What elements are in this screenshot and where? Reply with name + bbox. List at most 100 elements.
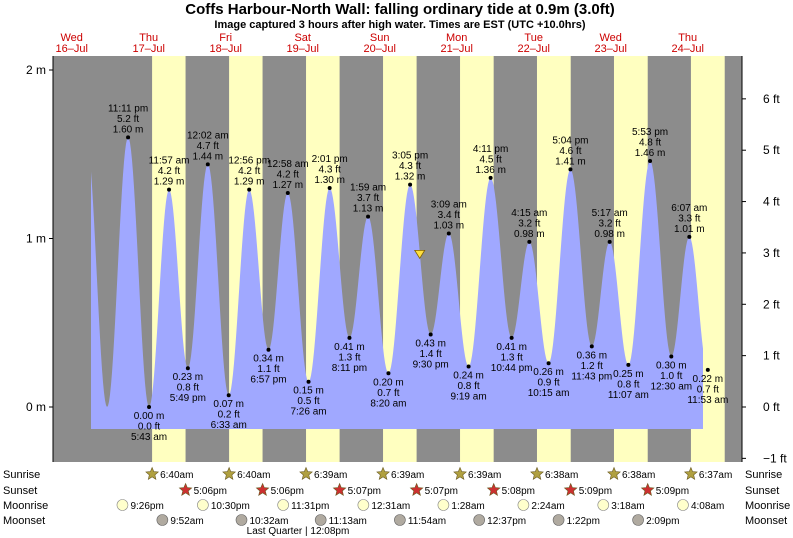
moonrise-time: 9:26pm (130, 501, 163, 512)
high-tide-label: 1.03 m (434, 220, 465, 231)
high-tide-label: 0.98 m (594, 229, 625, 240)
date-label: 22–Jul (517, 43, 549, 55)
current-level-marker (413, 249, 426, 260)
high-tide-label: 4.8 ft (639, 137, 661, 148)
right-tick-label: 4 ft (763, 195, 780, 209)
high-tide-label: 4.5 ft (479, 154, 501, 165)
moonrise-icon (437, 499, 450, 511)
sunset-icon (409, 482, 424, 496)
moonrise-time: 3:18am (611, 501, 644, 512)
high-tide-label: 1:59 am (350, 183, 386, 194)
moonrise-time: 10:30pm (211, 501, 250, 512)
low-tide-label: 6:33 am (211, 420, 247, 431)
tide-point (546, 361, 551, 366)
sunrise-time: 6:37am (699, 470, 732, 481)
moonset-row-label-right: Moonset (745, 515, 787, 527)
day-of-week-label: Tue (524, 32, 543, 44)
sunrise-row-label-right: Sunrise (745, 469, 782, 481)
tide-point (266, 347, 271, 352)
high-tide-label: 12:58 am (267, 159, 309, 170)
sunrise-icon (145, 466, 160, 480)
moonset-time: 10:32am (249, 516, 288, 527)
moonrise-time: 11:31pm (291, 501, 329, 512)
moonrise-time: 12:31am (371, 501, 410, 512)
day-of-week-label: Fri (219, 32, 232, 44)
date-label: 23–Jul (594, 43, 626, 55)
high-tide-label: 3.4 ft (438, 210, 460, 221)
low-tide-label: 0.8 ft (457, 381, 479, 392)
sunset-row-label-left: Sunset (3, 485, 37, 497)
high-tide-label: 3:05 pm (392, 151, 428, 162)
high-tide-label: 4.6 ft (559, 146, 581, 157)
right-tick-label: 0 ft (763, 400, 780, 414)
right-tick-label: 5 ft (763, 143, 780, 157)
sunset-icon (255, 482, 270, 496)
high-tide-label: 1.27 m (273, 180, 304, 191)
sunrise-icon (299, 466, 313, 480)
moonset-row-label-left: Moonset (3, 515, 45, 527)
high-tide-label: 4.3 ft (319, 164, 341, 175)
low-tide-label: 8:11 pm (332, 363, 367, 374)
moonset-icon (314, 514, 327, 526)
date-label: 19–Jul (286, 43, 318, 55)
day-headers: Wed16–JulThu17–JulFri18–JulSat19–JulSun2… (55, 32, 703, 55)
low-tide-label: 1.3 ft (338, 352, 360, 363)
low-tide-label: 0.15 m (293, 386, 324, 397)
high-tide-label: 4.7 ft (197, 141, 219, 152)
high-tide-label: 12:02 am (187, 130, 229, 141)
current-tide-marker (413, 249, 426, 260)
moonset-icon (394, 514, 406, 526)
low-tide-label: 1.1 ft (257, 364, 279, 375)
high-tide-label: 11:57 am (149, 156, 190, 167)
low-tide-label: 1.3 ft (501, 352, 523, 363)
low-tide-label: 5:49 pm (170, 393, 206, 404)
tide-point (527, 239, 532, 244)
sunset-time: 5:09pm (579, 486, 612, 497)
tide-point (446, 231, 451, 236)
moonset-icon (632, 514, 644, 526)
high-tide-label: 2:01 pm (312, 154, 348, 165)
high-tide-label: 4:15 am (511, 208, 547, 219)
day-of-week-label: Wed (60, 32, 82, 44)
moonset-icon (235, 514, 248, 526)
sun-moon-rows: Sunrise Sunrise Sunset Sunset Moonrise Moonri… (3, 466, 790, 537)
low-tide-label: 1.2 ft (581, 361, 603, 372)
high-tide-label: 11:11 pm (108, 103, 148, 114)
right-axis: −1 ft 0 ft 1 ft 2 ft 3 ft 4 ft 5 ft 6 ft (741, 56, 787, 465)
moonrise-icon (517, 499, 530, 511)
low-tide-label: 9:19 am (451, 392, 487, 403)
low-tide-label: 0.20 m (373, 377, 404, 388)
tide-point (126, 135, 131, 140)
low-tide-label: 0.22 m (693, 374, 724, 385)
low-tide-label: 5:43 am (131, 432, 167, 443)
date-label: 20–Jul (363, 43, 395, 55)
tide-point (428, 332, 433, 337)
tide-point (366, 214, 371, 219)
low-tide-label: 6:57 pm (250, 375, 286, 386)
sunset-icon (332, 482, 347, 496)
tide-point (568, 167, 573, 172)
moonset-icon (552, 514, 565, 526)
high-tide-label: 1.32 m (395, 172, 426, 183)
low-tide-label: 1.4 ft (420, 349, 442, 360)
moonset-icon (156, 514, 169, 526)
low-tide-label: 11:43 pm (571, 371, 612, 382)
sunrise-icon (222, 466, 237, 480)
high-tide-label: 0.98 m (514, 229, 545, 240)
right-tick-label: 2 ft (763, 297, 780, 311)
sunset-icon (563, 482, 578, 496)
moonrise-icon (597, 499, 610, 511)
high-tide-label: 12:56 pm (228, 156, 270, 167)
sunrise-time: 6:38am (545, 470, 578, 481)
low-tide-label: 0.00 m (134, 411, 165, 422)
high-tide-label: 4:11 pm (473, 144, 508, 155)
moonrise-time: 2:24am (531, 501, 564, 512)
tide-point (347, 335, 352, 340)
low-tide-label: 0.5 ft (297, 396, 319, 407)
sunset-time: 5:06pm (194, 486, 227, 497)
low-tide-label: 11:07 am (608, 390, 649, 401)
high-tide-label: 1.36 m (475, 165, 506, 176)
low-tide-label: 0.41 m (496, 342, 527, 353)
tide-point (386, 371, 391, 376)
moonrise-icon (197, 499, 209, 511)
